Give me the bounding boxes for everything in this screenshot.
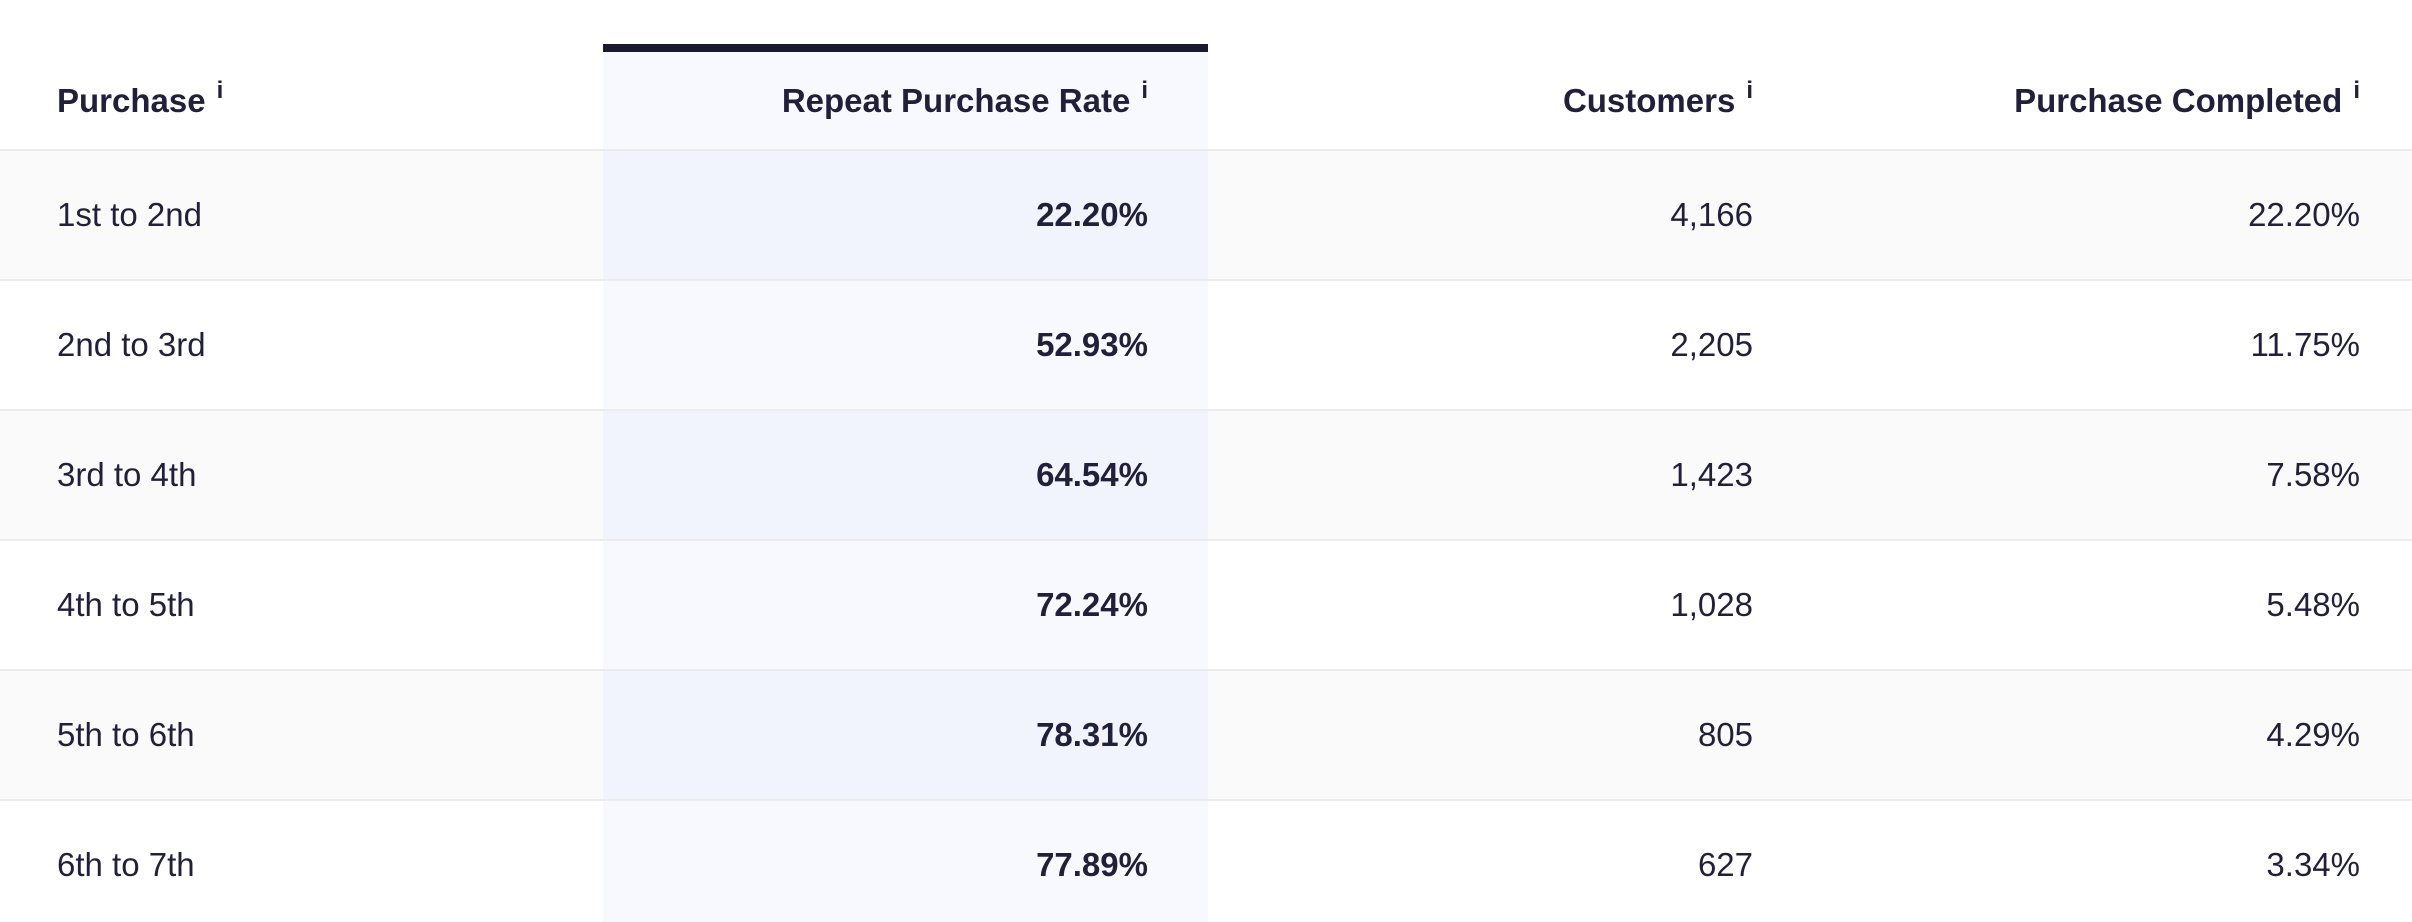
- cell-purchase: 6th to 7th: [57, 846, 195, 883]
- column-header-label: Purchase: [57, 81, 206, 119]
- cell-repeat-purchase-rate: 77.89%: [603, 801, 1208, 922]
- column-header-label: Repeat Purchase Rate: [781, 81, 1131, 119]
- cell-customers: 4,166: [1670, 196, 1753, 233]
- cell-purchase-completed: 4.29%: [2266, 716, 2360, 753]
- highlight-column-top-border: [603, 44, 1208, 52]
- info-icon[interactable]: i: [1141, 76, 1148, 104]
- column-header-purchase-completed[interactable]: Purchase Completed i: [1810, 0, 2412, 149]
- table-row: 4th to 5th 72.24% 1,028 5.48%: [0, 539, 2412, 669]
- column-header-customers[interactable]: Customers i: [1208, 0, 1810, 149]
- cell-customers: 1,028: [1670, 586, 1753, 623]
- column-header-repeat-purchase-rate[interactable]: Repeat Purchase Rate i: [603, 0, 1208, 149]
- table-header-row: Purchase i Repeat Purchase Rate i Custom…: [0, 0, 2412, 149]
- cell-purchase: 2nd to 3rd: [57, 326, 206, 363]
- column-header-label: Purchase Completed: [2014, 81, 2343, 119]
- cell-repeat-purchase-rate: 78.31%: [603, 671, 1208, 799]
- table-row: 1st to 2nd 22.20% 4,166 22.20%: [0, 149, 2412, 279]
- cell-purchase-completed: 3.34%: [2266, 846, 2360, 883]
- cell-customers: 1,423: [1670, 456, 1753, 493]
- cell-purchase: 1st to 2nd: [57, 196, 202, 233]
- cell-repeat-purchase-rate: 64.54%: [603, 411, 1208, 539]
- table-row: 2nd to 3rd 52.93% 2,205 11.75%: [0, 279, 2412, 409]
- cell-purchase-completed: 22.20%: [2248, 196, 2360, 233]
- table-row: 3rd to 4th 64.54% 1,423 7.58%: [0, 409, 2412, 539]
- cell-customers: 627: [1697, 846, 1753, 883]
- cell-purchase: 4th to 5th: [57, 586, 195, 623]
- cell-purchase-completed: 5.48%: [2266, 586, 2360, 623]
- cell-purchase: 5th to 6th: [57, 716, 195, 753]
- cell-repeat-purchase-rate: 52.93%: [603, 281, 1208, 409]
- info-icon[interactable]: i: [2353, 76, 2360, 104]
- cell-repeat-purchase-rate: 72.24%: [603, 541, 1208, 669]
- cell-purchase-completed: 11.75%: [2250, 326, 2360, 363]
- table-row: 6th to 7th 77.89% 627 3.34%: [0, 799, 2412, 922]
- cell-purchase-completed: 7.58%: [2266, 456, 2360, 493]
- info-icon[interactable]: i: [216, 76, 224, 104]
- cell-customers: 805: [1697, 716, 1753, 753]
- cell-repeat-purchase-rate: 22.20%: [603, 151, 1208, 279]
- column-header-purchase[interactable]: Purchase i: [0, 0, 603, 149]
- info-icon[interactable]: i: [1746, 76, 1753, 104]
- table-row: 5th to 6th 78.31% 805 4.29%: [0, 669, 2412, 799]
- cell-customers: 2,205: [1670, 326, 1753, 363]
- column-header-label: Customers: [1562, 81, 1736, 119]
- cell-purchase: 3rd to 4th: [57, 456, 197, 493]
